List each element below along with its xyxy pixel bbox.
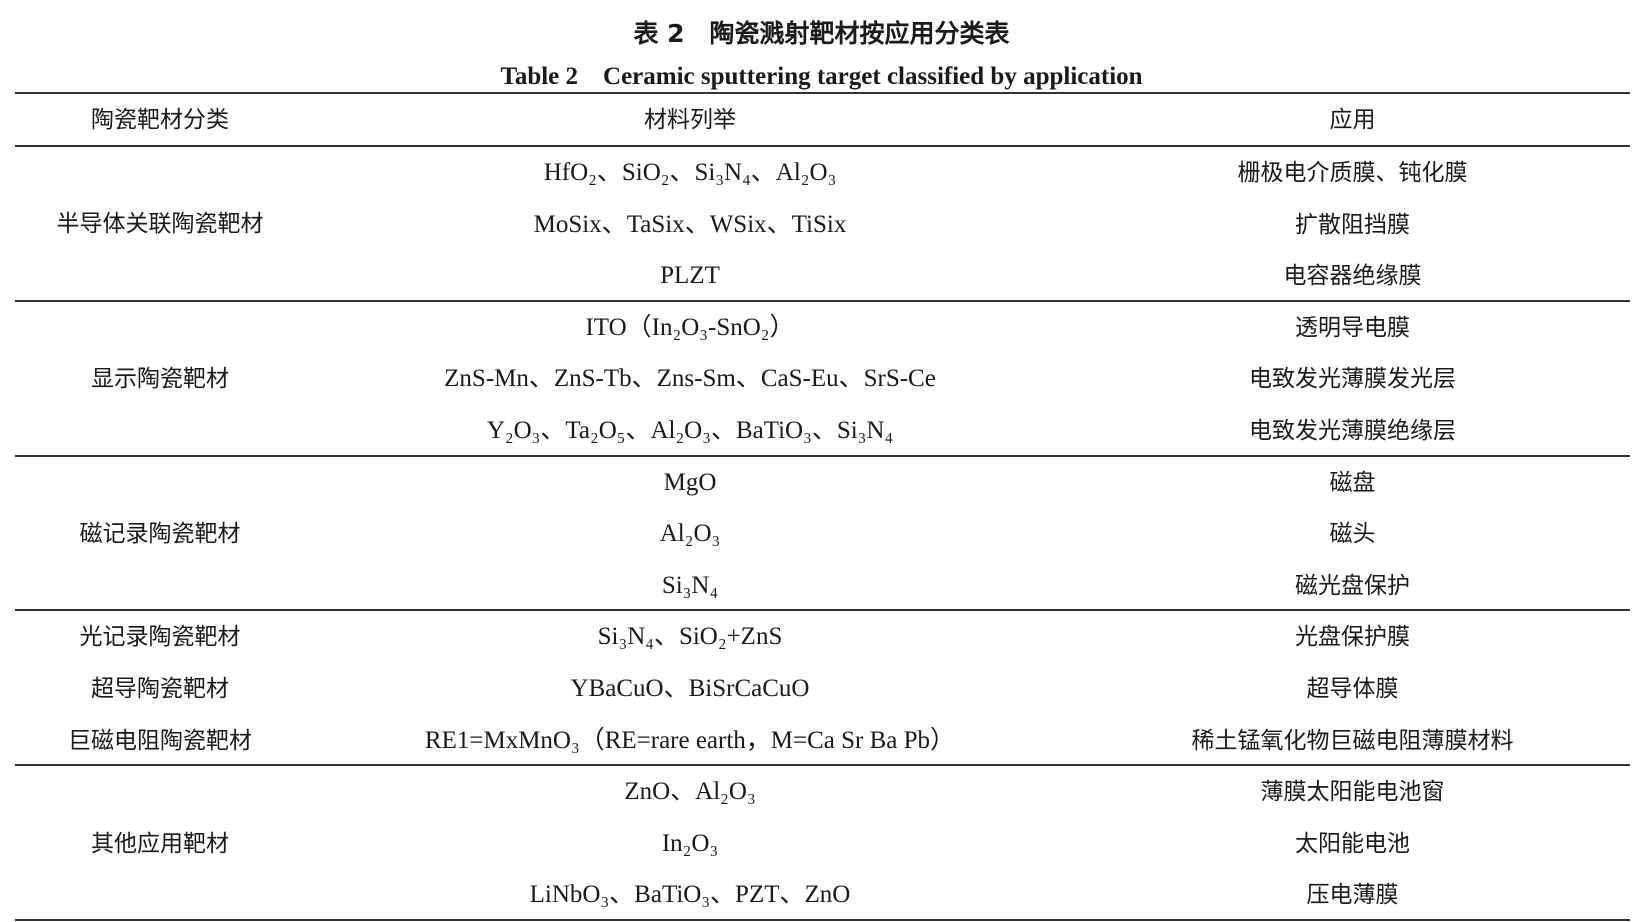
material-cell: Si₃N₄ — [661, 571, 719, 599]
category-cell: 显示陶瓷靶材 — [91, 366, 229, 393]
category-cell: 其他应用靶材 — [91, 830, 229, 857]
application-cell: 透明导电膜 — [1295, 314, 1410, 341]
application-cell: 薄膜太阳能电池窗 — [1260, 779, 1445, 806]
material-cell: ZnS-Mn、ZnS-Tb、Zns-Sm、CaS-Eu、SrS-Ce — [444, 365, 936, 393]
material-cell: ZnO、Al₂O₃ — [624, 778, 756, 806]
group-rule — [15, 609, 1630, 611]
application-cell: 磁头 — [1329, 521, 1376, 548]
material-cell: In₂O₃ — [661, 829, 719, 857]
category-cell: 光记录陶瓷靶材 — [79, 624, 241, 651]
material-cell: YBaCuO、BiSrCaCuO — [570, 675, 810, 702]
application-cell: 电致发光薄膜发光层 — [1249, 366, 1456, 393]
material-cell: MgO — [663, 468, 717, 496]
category-cell: 巨磁电阻陶瓷靶材 — [68, 727, 252, 754]
material-cell: Si₃N₄、SiO₂+ZnS — [597, 623, 783, 651]
category-cell: 磁记录陶瓷靶材 — [79, 521, 241, 547]
application-cell: 扩散阻挡膜 — [1295, 211, 1410, 238]
group-rule — [15, 300, 1630, 302]
category-cell: 半导体关联陶瓷靶材 — [56, 211, 264, 238]
table-caption-en: Table 2 Ceramic sputtering target classi… — [500, 63, 1143, 90]
material-cell: ITO（In₂O₃-SnO₂） — [585, 313, 795, 341]
application-cell: 压电薄膜 — [1306, 882, 1399, 909]
header-application: 应用 — [1329, 107, 1376, 133]
header-materials: 材料列举 — [644, 107, 736, 133]
table-caption-zh: 表 2 陶瓷溅射靶材按应用分类表 — [633, 19, 1010, 48]
material-cell: Al₂O₃ — [659, 520, 721, 548]
material-cell: Y₂O₃、Ta₂O₅、Al₂O₃、BaTiO₃、Si₃N₄ — [486, 417, 894, 444]
category-cell: 超导陶瓷靶材 — [91, 676, 229, 702]
material-cell: RE1=MxMnO₃（RE=rare earth，M=Ca Sr Ba Pb） — [424, 726, 956, 754]
bottom-rule — [15, 919, 1630, 921]
application-cell: 电容器绝缘膜 — [1283, 263, 1422, 290]
application-cell: 光盘保护膜 — [1295, 624, 1410, 651]
material-cell: LiNbO₃、BaTiO₃、PZT、ZnO — [529, 881, 851, 909]
group-rule — [15, 764, 1630, 766]
application-cell: 磁光盘保护 — [1295, 572, 1410, 599]
application-cell: 电致发光薄膜绝缘层 — [1249, 418, 1456, 444]
header-category: 陶瓷靶材分类 — [91, 107, 229, 133]
group-rule — [15, 455, 1630, 457]
material-cell: HfO₂、SiO₂、Si₃N₄、Al₂O₃ — [543, 159, 837, 186]
header-rule — [15, 145, 1630, 147]
material-cell: MoSix、TaSix、WSix、TiSix — [533, 210, 847, 238]
application-cell: 太阳能电池 — [1295, 830, 1410, 857]
application-cell: 栅极电介质膜、钝化膜 — [1237, 160, 1468, 186]
application-cell: 磁盘 — [1329, 469, 1376, 496]
top-rule — [15, 92, 1630, 94]
application-cell: 稀土锰氧化物巨磁电阻薄膜材料 — [1191, 727, 1514, 754]
application-cell: 超导体膜 — [1306, 676, 1399, 702]
material-cell: PLZT — [660, 262, 720, 290]
